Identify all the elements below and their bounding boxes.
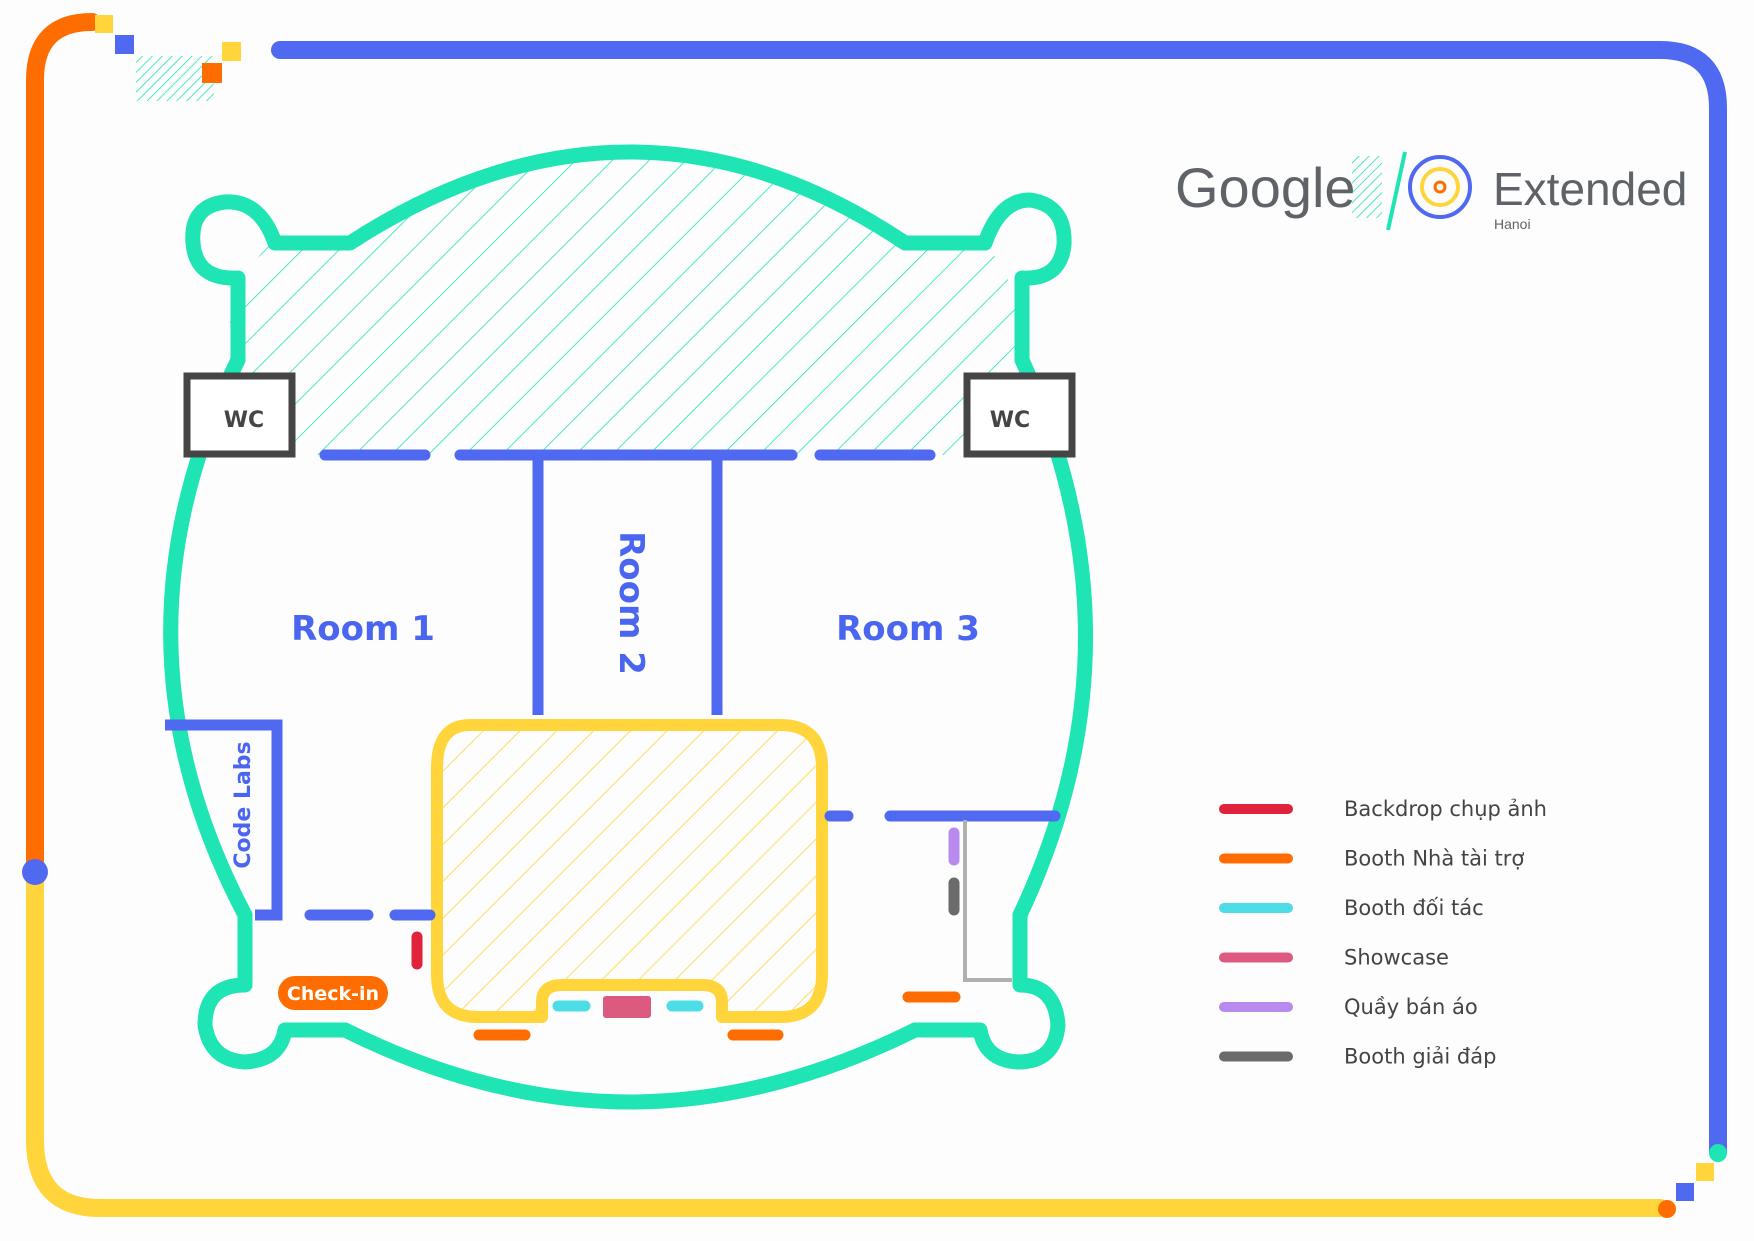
logo-circle-outer [1408,155,1472,219]
wc-right-box [963,372,1076,458]
logo-extended-text: Extended [1493,163,1687,215]
logo-city-text: Hanoi [1494,216,1531,232]
frame-border-yellow [26,861,1669,1217]
deco-pixel [222,42,241,61]
legend-label: Booth Nhà tài trợ [1344,847,1524,871]
check-in-pill [278,976,388,1010]
wc-right-label: WC [990,408,1030,433]
frame-border-orange [26,13,101,879]
lobby-hatch [230,150,1020,455]
deco-pixel [95,15,113,33]
deco-pixel [1696,1163,1714,1181]
logo-circle-inner [1433,180,1447,194]
legend-label: Quầy bán áo [1344,995,1478,1019]
wc-left-box [183,372,296,458]
legend-label: Booth đối tác [1344,896,1484,920]
room-2-label: Room 2 [611,531,651,675]
frame-border [22,13,1727,1218]
code-labs-label: Code Labs [231,741,256,868]
booth-showcase [603,996,651,1018]
room-1-label: Room 1 [291,609,435,649]
frame-dot-blue [22,859,48,885]
stage-area [431,719,828,1023]
booth-markers [411,827,961,1041]
logo-hatch [1352,156,1382,218]
room-walls [165,449,1061,921]
deco-hatch [136,56,214,101]
deco-pixel [1676,1183,1694,1201]
event-logo: Google Extended Hanoi [1175,151,1687,232]
logo-slash [1386,151,1407,231]
frame-dot-teal [1709,1144,1727,1162]
logo-circle-mid [1420,167,1460,207]
room-3-label: Room 3 [836,609,980,649]
deco-pixel [202,63,222,83]
wc-left-label: WC [224,408,264,433]
legend-label: Showcase [1344,946,1449,970]
legend-label: Backdrop chụp ảnh [1344,797,1547,821]
divider-line [963,820,1012,982]
frame-border-blue [271,41,1727,1159]
legend-label: Booth giải đáp [1344,1045,1496,1069]
check-in-label: Check-in [287,983,379,1005]
logo-google-text: Google [1175,156,1356,219]
frame-dot-orange [1658,1200,1676,1218]
legend: Backdrop chụp ảnh Booth Nhà tài trợ Booth … [1219,797,1547,1069]
deco-pixel [115,35,134,54]
